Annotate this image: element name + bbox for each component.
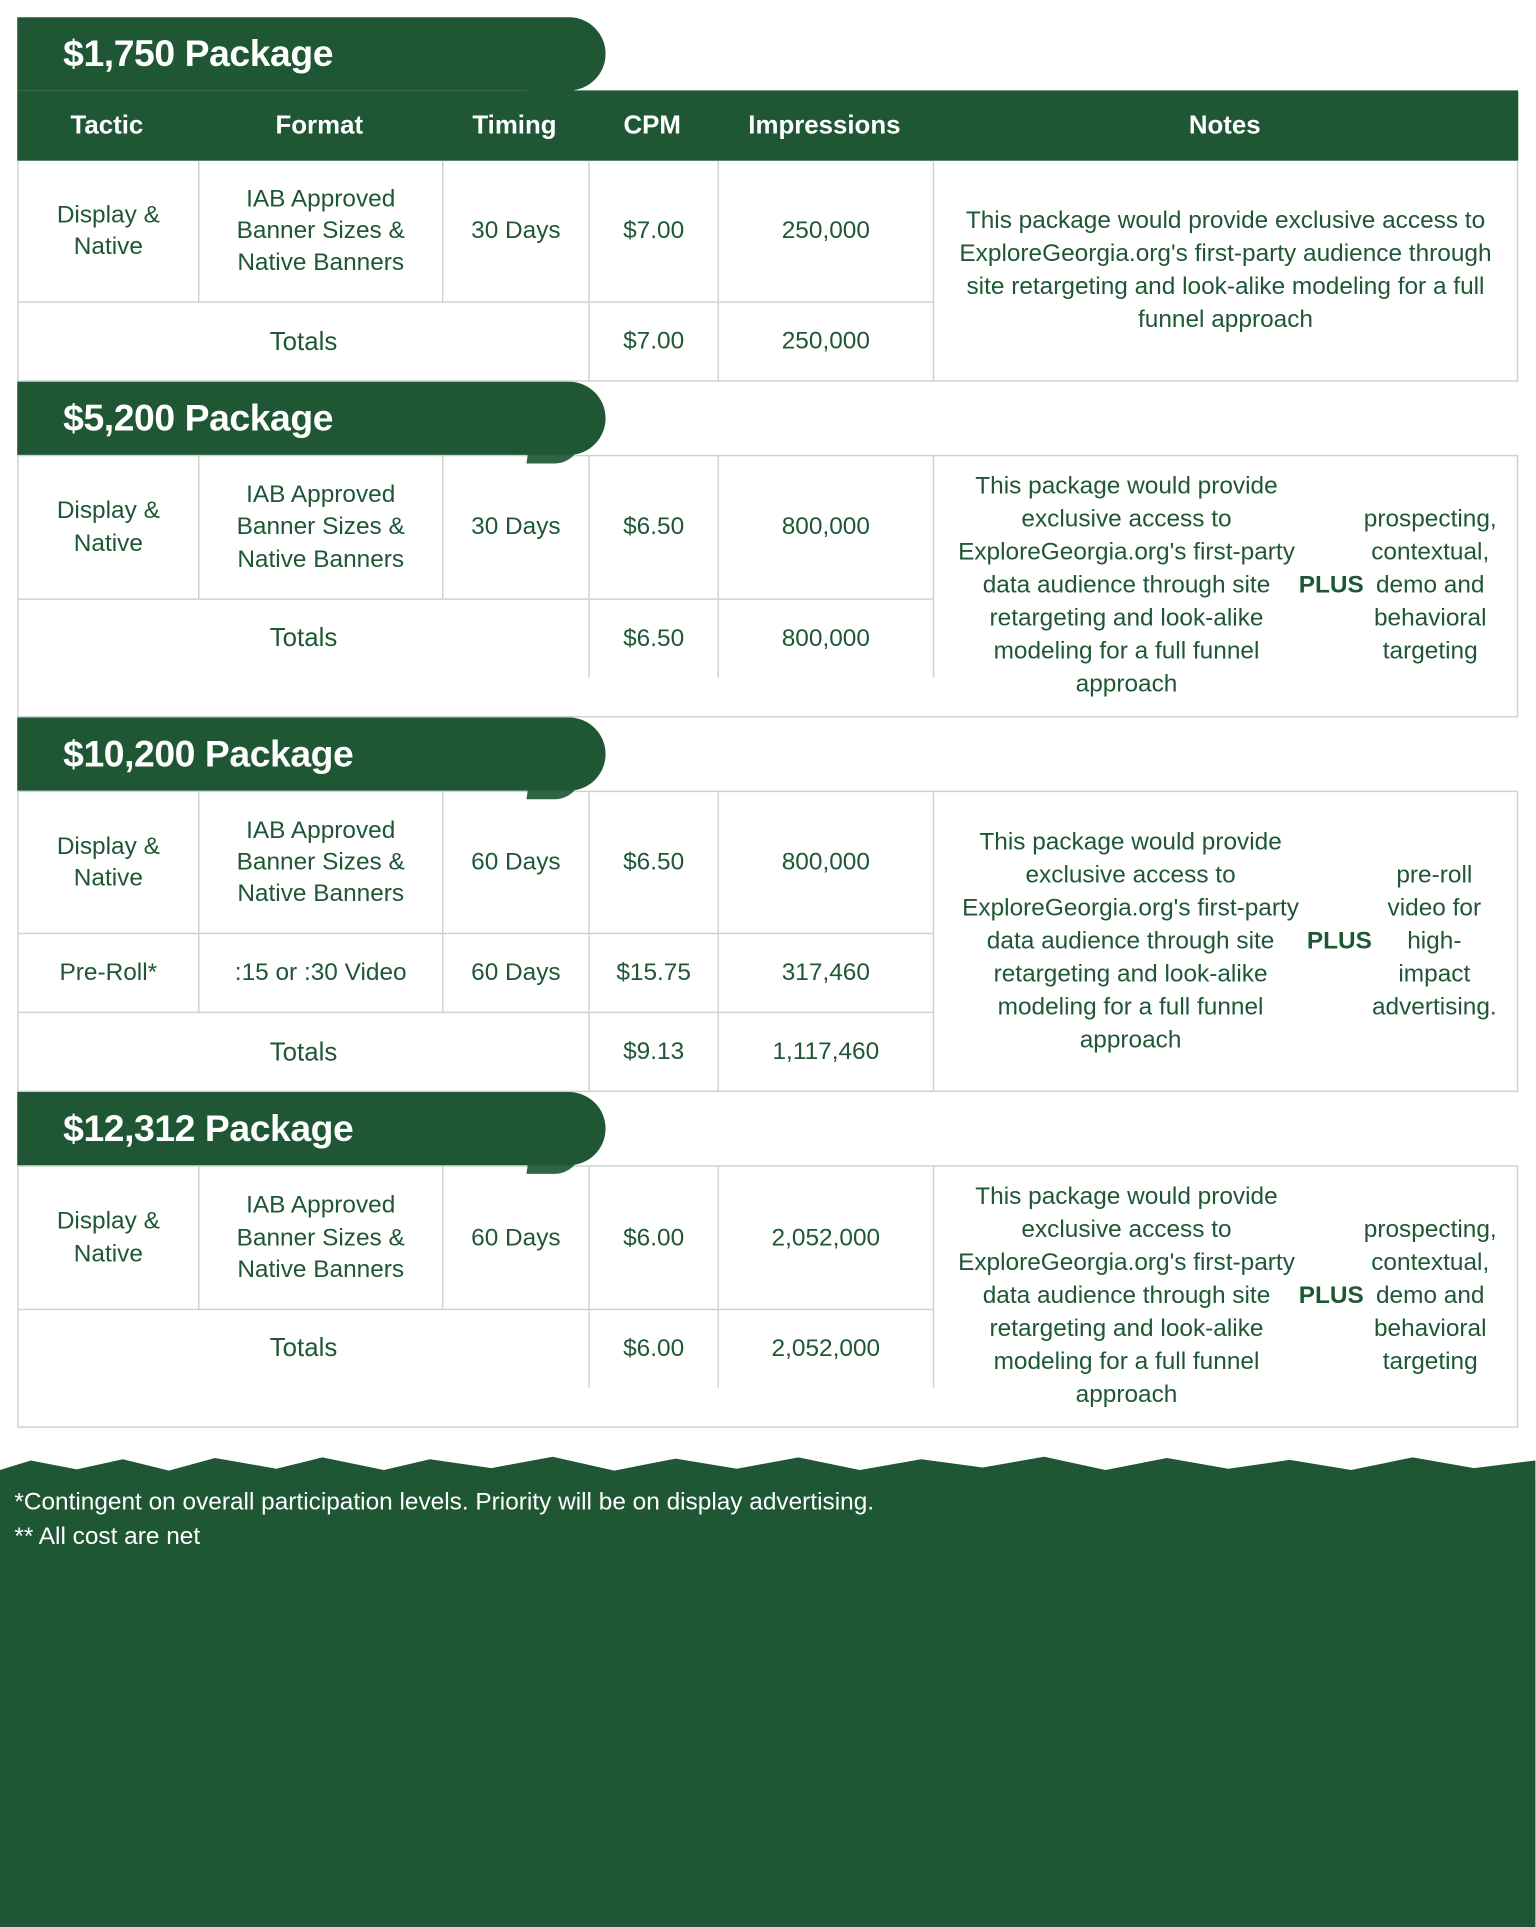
table-row: Pre-Roll*:15 or :30 Video60 Days$15.7531… xyxy=(19,934,935,1013)
totals-label: Totals xyxy=(19,303,590,381)
table-header-row: TacticFormatTimingCPMImpressionsNotes xyxy=(17,90,1518,160)
packages-container: $1,750 PackageTacticFormatTimingCPMImpre… xyxy=(0,0,1535,1428)
cell-timing: 30 Days xyxy=(443,161,589,302)
notes-cell: This package would provide exclusive acc… xyxy=(934,1167,1517,1426)
header-notes: Notes xyxy=(933,90,1518,160)
header-format: Format xyxy=(198,90,442,160)
cell-impressions: 317,460 xyxy=(719,934,934,1012)
cell-cpm: $6.00 xyxy=(590,1167,719,1308)
cell-impressions: 2,052,000 xyxy=(719,1167,934,1308)
cell-cpm: $6.50 xyxy=(590,457,719,598)
cell-format: :15 or :30 Video xyxy=(199,934,443,1012)
cell-impressions: 800,000 xyxy=(719,792,934,933)
cell-cpm: $7.00 xyxy=(590,161,719,302)
totals-label: Totals xyxy=(19,1310,590,1388)
cell-format: IAB Approved Banner Sizes & Native Banne… xyxy=(199,792,443,933)
footer: *Contingent on overall participation lev… xyxy=(0,1448,1535,1927)
table-row: Display & NativeIAB Approved Banner Size… xyxy=(19,457,935,599)
header-timing: Timing xyxy=(442,90,588,160)
totals-cpm: $9.13 xyxy=(590,1014,719,1092)
torn-edge xyxy=(0,1448,1535,1480)
cell-format: IAB Approved Banner Sizes & Native Banne… xyxy=(199,1167,443,1308)
cell-impressions: 250,000 xyxy=(719,161,934,302)
package-title-tab: $5,200 Package xyxy=(17,382,605,455)
totals-row: Totals$6.50800,000 xyxy=(19,599,935,677)
package-title-tab: $1,750 Package xyxy=(17,17,605,90)
header-cpm: CPM xyxy=(588,90,717,160)
cell-format: IAB Approved Banner Sizes & Native Banne… xyxy=(199,457,443,598)
totals-cpm: $6.00 xyxy=(590,1310,719,1388)
package-block: $5,200 PackageDisplay & NativeIAB Approv… xyxy=(17,382,1518,717)
package-block: $1,750 PackageTacticFormatTimingCPMImpre… xyxy=(17,17,1518,382)
package-block: $12,312 PackageDisplay & NativeIAB Appro… xyxy=(17,1093,1518,1428)
totals-impressions: 1,117,460 xyxy=(719,1014,934,1092)
cell-tactic: Pre-Roll* xyxy=(19,934,200,1012)
totals-row: Totals$6.002,052,000 xyxy=(19,1310,935,1388)
totals-label: Totals xyxy=(19,599,590,677)
table-row: Display & NativeIAB Approved Banner Size… xyxy=(19,1167,935,1309)
totals-cpm: $6.50 xyxy=(590,599,719,677)
cell-cpm: $15.75 xyxy=(590,934,719,1012)
footnote-1: *Contingent on overall participation lev… xyxy=(14,1485,1521,1519)
cell-timing: 30 Days xyxy=(443,457,589,598)
totals-cpm: $7.00 xyxy=(590,303,719,381)
header-impressions: Impressions xyxy=(718,90,933,160)
totals-impressions: 2,052,000 xyxy=(719,1310,934,1388)
notes-cell: This package would provide exclusive acc… xyxy=(934,457,1517,716)
cell-tactic: Display & Native xyxy=(19,1167,200,1308)
header-tactic: Tactic xyxy=(17,90,198,160)
cell-timing: 60 Days xyxy=(443,934,589,1012)
cell-timing: 60 Days xyxy=(443,1167,589,1308)
package-table: Display & NativeIAB Approved Banner Size… xyxy=(17,455,1518,717)
package-title-tab: $12,312 Package xyxy=(17,1093,605,1166)
totals-impressions: 250,000 xyxy=(719,303,934,381)
package-table: Display & NativeIAB Approved Banner Size… xyxy=(17,791,1518,1093)
totals-label: Totals xyxy=(19,1014,590,1092)
table-row: Display & NativeIAB Approved Banner Size… xyxy=(19,792,935,934)
cell-timing: 60 Days xyxy=(443,792,589,933)
totals-impressions: 800,000 xyxy=(719,599,934,677)
cell-impressions: 800,000 xyxy=(719,457,934,598)
totals-row: Totals$9.131,117,460 xyxy=(19,1014,935,1092)
package-title-tab: $10,200 Package xyxy=(17,717,605,790)
totals-row: Totals$7.00250,000 xyxy=(19,303,935,381)
cell-tactic: Display & Native xyxy=(19,161,200,302)
cell-tactic: Display & Native xyxy=(19,792,200,933)
cell-format: IAB Approved Banner Sizes & Native Banne… xyxy=(199,161,443,302)
package-table: Display & NativeIAB Approved Banner Size… xyxy=(17,161,1518,383)
cell-tactic: Display & Native xyxy=(19,457,200,598)
table-row: Display & NativeIAB Approved Banner Size… xyxy=(19,161,935,303)
notes-cell: This package would provide exclusive acc… xyxy=(934,792,1517,1091)
notes-cell: This package would provide exclusive acc… xyxy=(934,161,1517,381)
package-table: Display & NativeIAB Approved Banner Size… xyxy=(17,1166,1518,1428)
package-block: $10,200 PackageDisplay & NativeIAB Appro… xyxy=(17,717,1518,1092)
cell-cpm: $6.50 xyxy=(590,792,719,933)
footnote-2: ** All cost are net xyxy=(14,1519,1521,1553)
